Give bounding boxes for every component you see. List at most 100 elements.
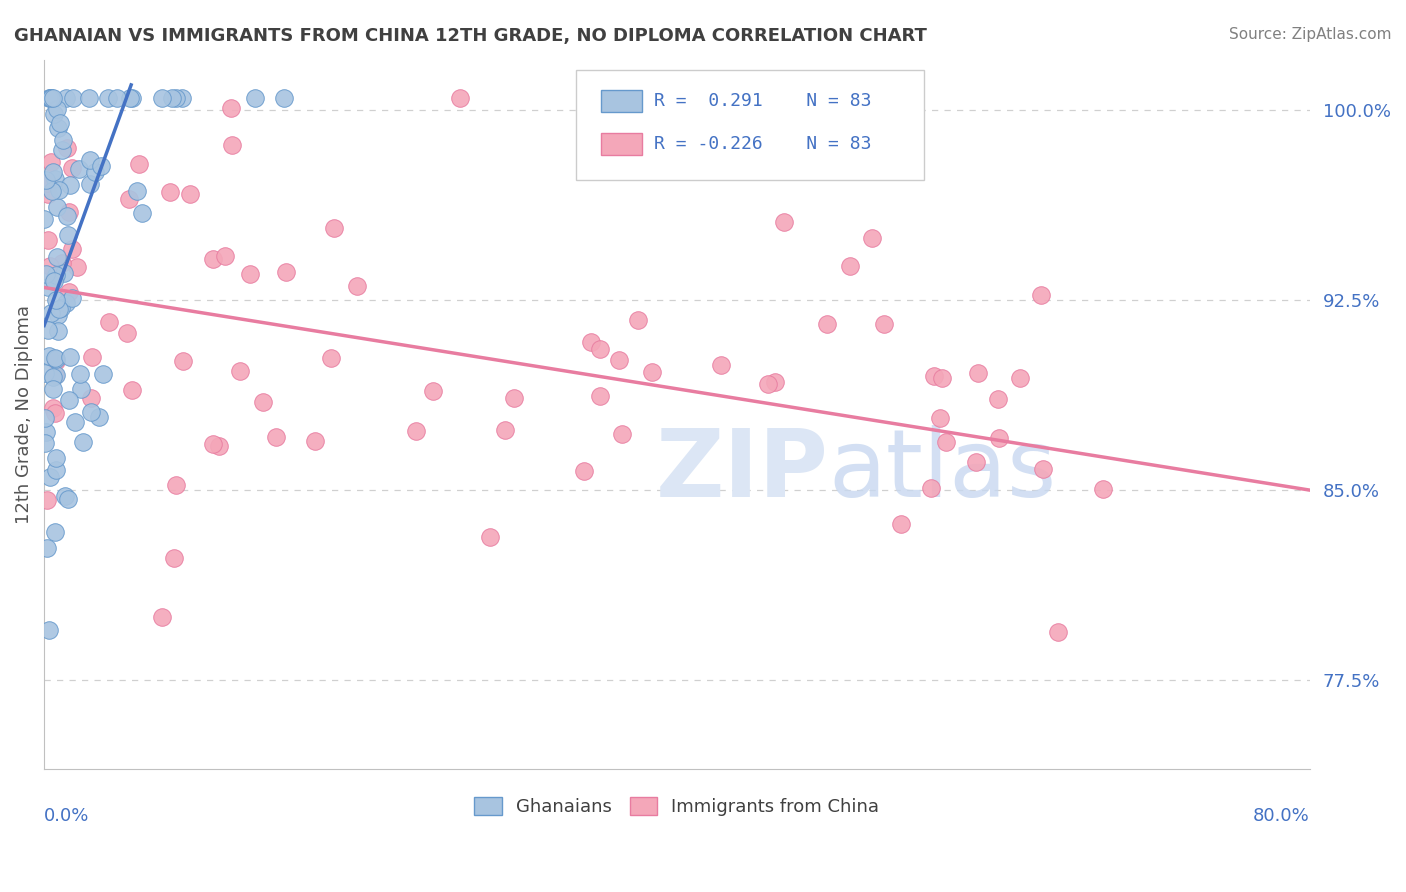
Point (39, 259, 62, 273)
Point (62, 90, 84, 104)
Text: 0.0%: 0.0% (44, 806, 90, 825)
Point (150, 609, 173, 624)
Point (46, 324, 69, 338)
Point (988, 431, 1011, 445)
Point (35, 541, 58, 556)
Point (118, 192, 141, 206)
Point (201, 437, 224, 451)
Text: Source: ZipAtlas.com: Source: ZipAtlas.com (1229, 27, 1392, 42)
Point (179, 187, 201, 202)
Point (321, 351, 343, 365)
Point (38, 90, 60, 104)
Point (91, 367, 114, 381)
Point (52, 133, 75, 147)
Point (274, 265, 297, 279)
Point (39, 90, 62, 104)
Point (55, 296, 77, 310)
Point (58, 204, 80, 219)
Point (72, 434, 94, 449)
Point (121, 90, 143, 104)
Point (1029, 288, 1052, 302)
Point (55, 209, 77, 223)
Point (34, 435, 56, 450)
Point (58, 392, 80, 407)
Point (37, 233, 59, 247)
Point (69, 368, 91, 382)
Point (79, 177, 101, 191)
Point (80, 351, 103, 365)
Point (44, 171, 66, 186)
Point (77, 90, 100, 104)
Point (59, 178, 82, 192)
Point (931, 370, 953, 384)
Point (160, 90, 183, 104)
Point (405, 425, 427, 439)
Point (117, 326, 139, 340)
Point (32, 212, 55, 227)
Point (60, 291, 83, 305)
Text: 80.0%: 80.0% (1253, 806, 1310, 825)
Point (56, 227, 79, 242)
Point (63, 415, 86, 429)
Point (59, 350, 82, 364)
Point (252, 395, 274, 409)
FancyBboxPatch shape (600, 89, 641, 112)
Point (42, 165, 65, 179)
Point (607, 353, 630, 368)
Point (70, 382, 93, 396)
Point (45, 463, 67, 477)
Point (172, 90, 194, 104)
Point (44, 351, 66, 365)
Point (165, 90, 187, 104)
Point (873, 318, 896, 332)
Point (219, 101, 242, 115)
Point (44, 525, 66, 540)
Point (202, 252, 225, 267)
Point (84, 164, 107, 178)
Point (172, 354, 194, 368)
Point (46, 309, 69, 323)
Point (208, 439, 231, 453)
Point (221, 137, 243, 152)
Point (159, 185, 181, 199)
Point (53, 266, 76, 280)
Point (42, 382, 65, 396)
Point (44, 354, 66, 368)
Point (264, 430, 287, 444)
Y-axis label: 12th Grade, No Diploma: 12th Grade, No Diploma (15, 305, 32, 524)
Point (48, 183, 70, 197)
Point (479, 530, 502, 544)
Point (214, 248, 236, 262)
Point (48, 302, 70, 317)
FancyBboxPatch shape (600, 133, 641, 155)
Point (163, 551, 186, 566)
Point (589, 389, 612, 403)
Point (39, 306, 62, 320)
Point (150, 90, 173, 104)
Point (626, 313, 648, 327)
Point (89, 410, 111, 425)
Point (44, 107, 66, 121)
Point (44, 293, 66, 307)
Point (1008, 370, 1031, 384)
Point (929, 410, 952, 425)
Text: GHANAIAN VS IMMIGRANTS FROM CHINA 12TH GRADE, NO DIPLOMA CORRELATION CHART: GHANAIAN VS IMMIGRANTS FROM CHINA 12TH G… (14, 27, 927, 45)
Legend: Ghanaians, Immigrants from China: Ghanaians, Immigrants from China (467, 789, 887, 823)
Point (965, 455, 987, 469)
Point (838, 259, 860, 273)
Point (589, 343, 612, 357)
Point (80, 391, 103, 405)
Point (38, 624, 60, 638)
Point (97, 90, 120, 104)
Point (924, 368, 946, 383)
Point (449, 90, 471, 104)
Point (41, 184, 63, 198)
Point (79, 153, 101, 168)
Point (35, 176, 58, 190)
Point (45, 268, 67, 283)
Point (98, 315, 121, 329)
Point (46, 120, 69, 135)
Point (579, 334, 602, 349)
Point (39, 155, 62, 169)
Point (62, 242, 84, 256)
